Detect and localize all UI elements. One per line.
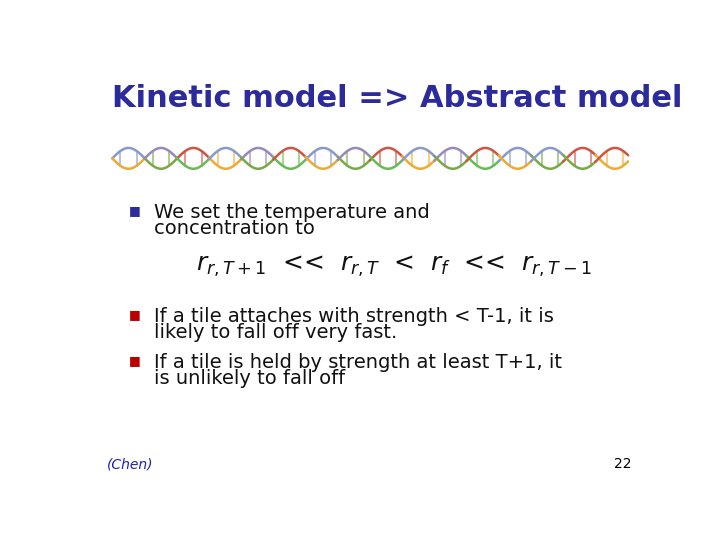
Text: concentration to: concentration to — [154, 219, 315, 239]
Text: likely to fall off very fast.: likely to fall off very fast. — [154, 323, 397, 342]
Text: If a tile is held by strength at least T+1, it: If a tile is held by strength at least T… — [154, 353, 562, 372]
Text: Kinetic model => Abstract model: Kinetic model => Abstract model — [112, 84, 683, 112]
Text: $r_{r,T+1}$  <<  $r_{r,T}$  <  $r_f$  <<  $r_{r,T-1}$: $r_{r,T+1}$ << $r_{r,T}$ < $r_f$ << $r_{… — [196, 254, 592, 279]
Text: (Chen): (Chen) — [107, 457, 153, 471]
Text: We set the temperature and: We set the temperature and — [154, 203, 430, 222]
Text: is unlikely to fall off: is unlikely to fall off — [154, 369, 346, 388]
Text: ■: ■ — [129, 308, 141, 321]
Text: ■: ■ — [129, 204, 141, 217]
Text: ■: ■ — [129, 354, 141, 367]
Text: If a tile attaches with strength < T-1, it is: If a tile attaches with strength < T-1, … — [154, 307, 554, 326]
Text: 22: 22 — [613, 457, 631, 471]
